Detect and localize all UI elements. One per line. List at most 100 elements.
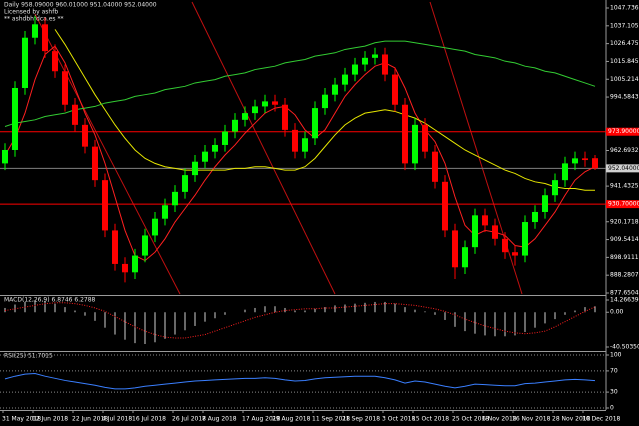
candle-body <box>272 101 278 105</box>
macd-title: MACD(12,26,9) 6.8746 6.2788 <box>4 297 96 304</box>
candle-body <box>452 230 458 268</box>
candle-body <box>102 180 108 231</box>
macd-bar <box>204 312 206 322</box>
macd-bar <box>144 312 146 344</box>
macd-bar <box>214 312 216 319</box>
candle-body <box>442 181 448 231</box>
candle-body <box>372 54 378 58</box>
macd-bar <box>464 312 466 332</box>
candle-body <box>242 113 248 120</box>
y-tick-label: 898.91110 <box>610 254 639 261</box>
candle-body <box>172 191 178 206</box>
y-tick-label: -40.50350 <box>610 344 639 351</box>
candle-body <box>382 54 388 75</box>
candle-body <box>82 124 88 147</box>
x-tick-label: 4 Jul 2018 <box>102 416 132 423</box>
candle-body <box>472 215 478 248</box>
candle-body <box>2 149 8 164</box>
macd-bar <box>34 300 36 313</box>
macd-bar <box>384 301 386 313</box>
candle-body <box>482 215 488 226</box>
y-tick-label: 100 <box>610 352 622 359</box>
macd-bar <box>294 310 296 313</box>
candle-body <box>292 129 298 152</box>
macd-bar <box>374 301 376 313</box>
macd-bar <box>484 312 486 336</box>
candle-body <box>192 161 198 176</box>
indicator-line <box>4 373 596 390</box>
macd-bar <box>414 309 416 313</box>
macd-bar <box>114 312 116 335</box>
x-tick-label: 31 May 2018 <box>2 416 41 423</box>
y-tick-label: 1015.84500 <box>610 58 639 65</box>
y-tick-label: 1005.21460 <box>610 76 639 83</box>
candle-body <box>332 84 338 95</box>
macd-bar <box>64 307 66 313</box>
trend-line <box>34 13 181 295</box>
y-tick-label: 1047.73600 <box>610 5 639 12</box>
macd-bar <box>314 308 316 313</box>
y-tick-label: 994.58430 <box>610 94 639 101</box>
current-price-box <box>606 164 639 173</box>
macd-bar <box>554 312 556 320</box>
candle-body <box>282 104 288 130</box>
macd-bar <box>544 312 546 324</box>
rsi-title: RSI(25) 51.7015 <box>4 353 53 360</box>
indicator-line <box>54 29 595 191</box>
macd-bar <box>184 312 186 331</box>
macd-bar <box>94 312 96 321</box>
macd-bar <box>504 312 506 337</box>
macd-bar <box>524 312 526 332</box>
macd-bar <box>574 310 576 313</box>
x-tick-label: 22 Jun 2018 <box>72 416 108 423</box>
candle-body <box>512 252 518 256</box>
x-tick-label: 28 Nov 2018 <box>552 416 591 423</box>
candle-body <box>32 24 38 38</box>
candle-body <box>182 175 188 192</box>
y-tick-label: 941.43250 <box>610 183 639 190</box>
macd-bar <box>474 312 476 334</box>
candle-body <box>492 225 498 239</box>
candle-body <box>162 205 168 219</box>
x-tick-label: 7 Aug 2018 <box>202 416 237 423</box>
candle-body <box>132 255 138 273</box>
candle-body <box>152 218 158 236</box>
macd-bar <box>394 303 396 313</box>
header-annotation: ** ashdbhfdca.es ** <box>4 16 63 23</box>
x-tick-label: 11 Sep 2018 <box>312 416 350 423</box>
macd-bar <box>104 312 106 328</box>
y-tick-label: 920.17180 <box>610 218 639 225</box>
macd-bar <box>494 312 496 337</box>
x-tick-label: 17 Aug 2018 <box>242 416 281 423</box>
macd-bar <box>224 312 226 315</box>
candle-body <box>252 106 258 114</box>
candle-body <box>302 138 308 152</box>
macd-bar <box>594 306 596 313</box>
x-tick-label: 16 Jul 2018 <box>132 416 166 423</box>
level-label: 973.90000 <box>608 128 639 135</box>
indicator-line <box>4 40 596 128</box>
macd-bar <box>584 307 586 313</box>
y-tick-label: 14.26639 <box>610 297 639 304</box>
trend-line <box>191 1 336 295</box>
candle-body <box>42 24 48 52</box>
macd-bar <box>514 312 516 336</box>
y-tick-label: 877.65040 <box>610 290 639 297</box>
macd-bar <box>434 312 436 315</box>
macd-bar <box>124 312 126 340</box>
candle-body <box>542 195 548 212</box>
macd-bar <box>354 303 356 313</box>
macd-bar <box>154 312 156 343</box>
candle-body <box>232 119 238 132</box>
macd-bar <box>54 303 56 313</box>
x-tick-label: 15 Oct 2018 <box>412 416 449 423</box>
candle-body <box>502 238 508 253</box>
candle-body <box>392 74 398 105</box>
x-tick-label: 12 Jun 2018 <box>32 416 68 423</box>
macd-bar <box>334 305 336 313</box>
candle-body <box>592 158 598 169</box>
candle-body <box>532 211 538 223</box>
macd-bar <box>564 312 566 315</box>
macd-bar <box>344 304 346 313</box>
